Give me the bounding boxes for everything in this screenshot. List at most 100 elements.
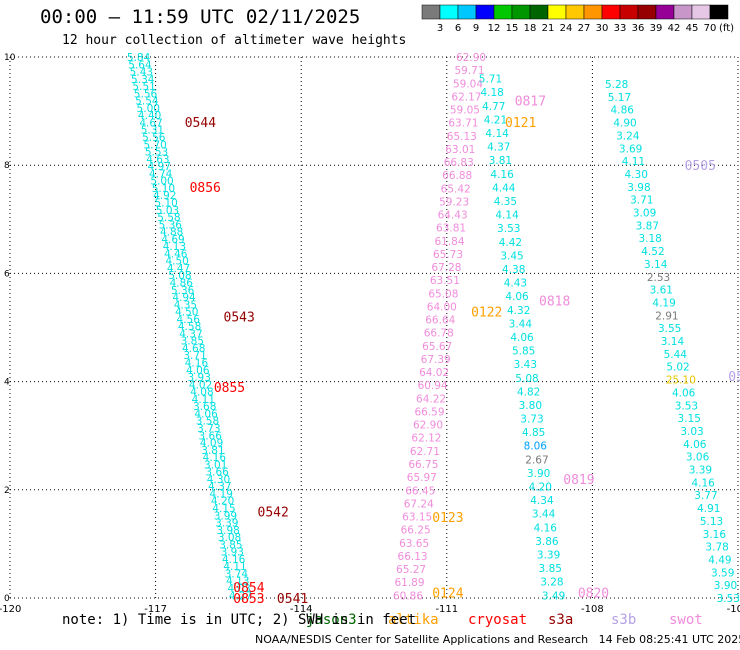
wave-height-label: 66.45 (405, 485, 435, 497)
wave-height-label: 4.06 (505, 291, 529, 303)
wave-height-label: 65.67 (422, 341, 452, 353)
wave-height-label: 3.08 (218, 532, 241, 544)
wave-height-label: 4.06 (194, 408, 218, 420)
wave-height-label: 64.00 (427, 301, 457, 313)
wave-height-label: 60.94 (418, 380, 448, 392)
y-tick-label: 8 (4, 161, 10, 171)
wave-height-label: 4.06 (683, 439, 707, 451)
wave-height-label: 5.10 (152, 183, 175, 195)
wave-height-label: 4.06 (186, 365, 210, 377)
wave-height-label: 4.69 (161, 234, 184, 246)
wave-height-label: 3.71 (630, 195, 653, 207)
wave-height-label: 4.85 (522, 427, 545, 439)
pass-time-label: 0544 (185, 116, 216, 131)
x-tick-label: -111 (435, 604, 458, 615)
wave-height-label: 3.53 (497, 223, 520, 235)
wave-height-label: 66.64 (425, 315, 455, 327)
wave-height-label: 64.43 (438, 210, 468, 222)
page-title: 00:00 — 11:59 UTC 02/11/2025 (40, 6, 361, 28)
chart-subtitle: 12 hour collection of altimeter wave hei… (62, 33, 407, 48)
wave-height-label: 3.55 (658, 323, 681, 335)
wave-height-label: 5.17 (608, 92, 631, 104)
legend-entry-swot: swot (669, 612, 703, 628)
wave-height-label: 66.13 (398, 551, 428, 563)
wave-height-label: 3.09 (633, 208, 656, 220)
pass-time-label: 0817 (515, 94, 546, 109)
wave-height-label: 3.78 (705, 542, 728, 554)
wave-height-label: 4.18 (480, 87, 503, 99)
wave-height-label: 66.25 (401, 525, 431, 537)
wave-height-label: 4.03 (227, 583, 250, 595)
wave-height-label: 3.53 (717, 593, 740, 605)
wave-height-label: 3.59 (711, 567, 734, 579)
wave-height-label: 4.67 (139, 117, 162, 129)
wave-height-label: 4.56 (177, 314, 201, 326)
wave-height-label: 65.27 (396, 564, 426, 576)
wave-height-label: 66.59 (414, 406, 444, 418)
colorbar-tick-label: 12 (488, 23, 501, 34)
wave-height-label: 3.98 (627, 182, 650, 194)
wave-height-label: 4.32 (507, 305, 530, 317)
wave-height-label: 59.04 (453, 78, 483, 90)
colorbar-swatch (709, 4, 729, 20)
legend-entry-jason3: jason3 (306, 612, 357, 628)
wave-height-label: 3.28 (540, 577, 563, 589)
wave-height-label: 4.37 (208, 481, 231, 493)
wave-height-label: 4.50 (175, 307, 198, 319)
colorbar-tick-label: 33 (614, 23, 627, 34)
wave-height-label: 4.44 (492, 182, 516, 194)
wave-height-label: 4.11 (622, 156, 645, 168)
wave-height-label: 4.90 (613, 118, 636, 130)
wave-height-label: 5.43 (130, 67, 153, 79)
wave-height-label: 5.56 (142, 132, 166, 144)
wave-height-label: 3.81 (201, 445, 224, 457)
wave-height-label: 3.90 (527, 468, 550, 480)
x-tick-label: -117 (144, 604, 167, 615)
wave-height-label: 5.08 (168, 270, 191, 282)
wave-height-label: 61.89 (394, 577, 424, 589)
wave-height-label: 5.36 (159, 219, 183, 231)
wave-height-label: 5.51 (132, 81, 155, 93)
wave-height-label: 3.87 (636, 220, 659, 232)
wave-height-label: 4.94 (172, 292, 196, 304)
wave-height-label: 63.81 (436, 223, 466, 235)
wave-height-label: 63.71 (448, 118, 478, 130)
wave-height-label: 5.53 (145, 147, 168, 159)
wave-height-label: 5.58 (157, 212, 180, 224)
pass-time-label: 0855 (214, 381, 245, 396)
wave-height-label: 67.39 (421, 354, 451, 366)
wave-height-label: 3.93 (221, 547, 244, 559)
wave-height-label: 3.85 (181, 336, 204, 348)
x-tick-label: -120 (0, 604, 21, 615)
wave-height-label: 4.37 (487, 142, 510, 154)
wave-height-label: 3.39 (689, 465, 712, 477)
colorbar-tick-label: 30 (596, 23, 609, 34)
pass-time-label: 0820 (578, 587, 609, 602)
wave-height-label: 4.37 (179, 328, 202, 340)
y-tick-label: 2 (4, 486, 10, 496)
wave-height-label: 62.12 (411, 433, 441, 445)
wave-height-label: 3.58 (196, 416, 219, 428)
wave-height-label: 4.16 (203, 452, 227, 464)
colorbar-tick-label: 45 (686, 23, 699, 34)
colorbar-tick-label: 36 (632, 23, 645, 34)
wave-height-label: 3.53 (675, 400, 698, 412)
colorbar-tick-label: 21 (542, 23, 555, 34)
wave-height-label: 65.08 (428, 288, 458, 300)
wave-height-label: 62.90 (413, 420, 443, 432)
wave-height-label: 3.85 (539, 563, 562, 575)
wave-height-label: 4.16 (691, 477, 715, 489)
wave-height-label: 5.34 (131, 74, 155, 86)
wave-height-label: 4.14 (485, 128, 509, 140)
wave-height-label: 3.66 (199, 430, 223, 442)
wave-height-label: 3.01 (204, 459, 227, 471)
wave-height-label: 66.83 (444, 157, 474, 169)
x-tick-label: -105 (727, 604, 740, 615)
wave-height-label: 3.90 (714, 580, 737, 592)
wave-height-label: 4.58 (178, 321, 201, 333)
pass-time-label: 0124 (432, 587, 463, 602)
pass-time-label: 0541 (277, 592, 308, 607)
wave-height-label: 4.11 (223, 561, 246, 573)
wave-height-label: 3.99 (214, 510, 237, 522)
